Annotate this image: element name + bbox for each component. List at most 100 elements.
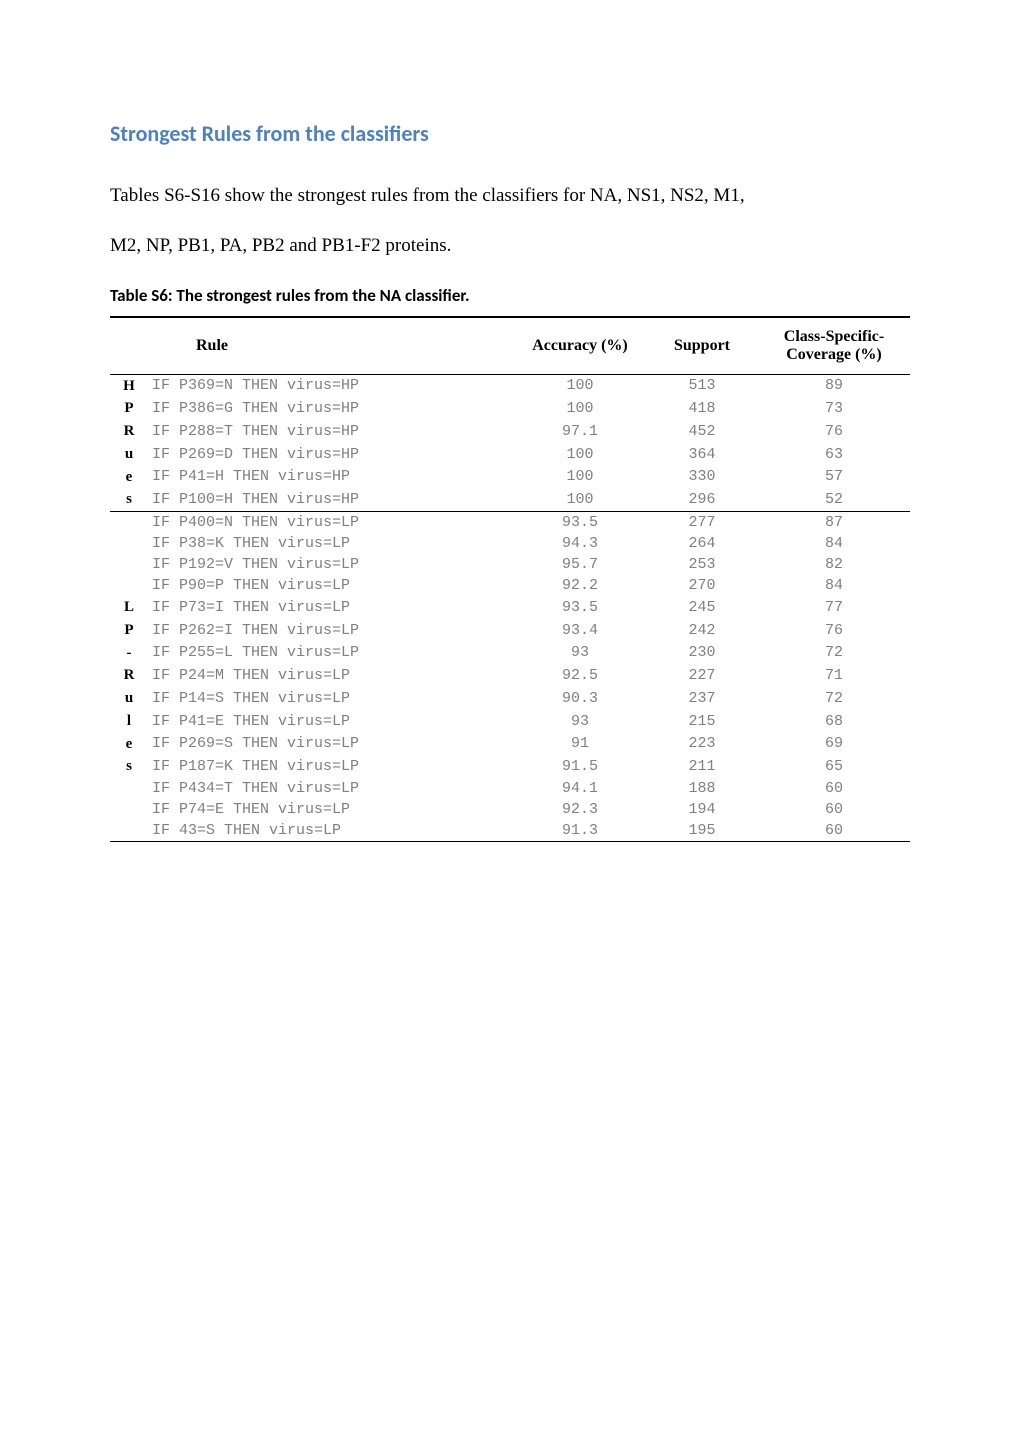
support-value: 195	[646, 820, 758, 842]
coverage-value: 57	[758, 466, 910, 489]
accuracy-value: 92.2	[514, 575, 646, 596]
page-container: Strongest Rules from the classifiers Tab…	[0, 0, 1020, 902]
support-value: 188	[646, 778, 758, 799]
table-header: Rule Accuracy (%) Support Class-Specific…	[110, 317, 910, 375]
support-value: 330	[646, 466, 758, 489]
coverage-value: 68	[758, 710, 910, 733]
col-header-support: Support	[646, 317, 758, 375]
coverage-value: 84	[758, 533, 910, 554]
support-value: 215	[646, 710, 758, 733]
coverage-value: 69	[758, 733, 910, 756]
group-label-letter	[110, 820, 148, 842]
accuracy-value: 97.1	[514, 420, 646, 443]
table-row: eIF P41=H THEN virus=HP10033057	[110, 466, 910, 489]
support-value: 245	[646, 596, 758, 619]
coverage-value: 60	[758, 778, 910, 799]
table-row: IF P90=P THEN virus=LP92.227084	[110, 575, 910, 596]
table-caption: Table S6: The strongest rules from the N…	[110, 285, 910, 306]
group-label-letter	[110, 512, 148, 534]
accuracy-value: 100	[514, 374, 646, 397]
group-label-letter: R	[110, 664, 148, 687]
rule-text: IF P187=K THEN virus=LP	[148, 755, 514, 778]
coverage-value: 82	[758, 554, 910, 575]
rule-text: IF P288=T THEN virus=HP	[148, 420, 514, 443]
accuracy-value: 90.3	[514, 687, 646, 710]
group-label-letter	[110, 575, 148, 596]
accuracy-value: 100	[514, 443, 646, 466]
group-label-letter: e	[110, 466, 148, 489]
col-header-rule: Rule	[148, 317, 514, 375]
col-header-group	[110, 317, 148, 375]
support-value: 253	[646, 554, 758, 575]
table-row: eIF P269=S THEN virus=LP9122369	[110, 733, 910, 756]
table-row: PIF P386=G THEN virus=HP10041873	[110, 397, 910, 420]
accuracy-value: 100	[514, 397, 646, 420]
support-value: 364	[646, 443, 758, 466]
rule-text: IF P255=L THEN virus=LP	[148, 642, 514, 665]
support-value: 223	[646, 733, 758, 756]
rule-text: IF P41=E THEN virus=LP	[148, 710, 514, 733]
rule-text: IF P24=M THEN virus=LP	[148, 664, 514, 687]
rule-text: IF 43=S THEN virus=LP	[148, 820, 514, 842]
group-label-letter	[110, 533, 148, 554]
support-value: 242	[646, 619, 758, 642]
rule-text: IF P434=T THEN virus=LP	[148, 778, 514, 799]
group-label-letter	[110, 799, 148, 820]
table-row: lIF P41=E THEN virus=LP9321568	[110, 710, 910, 733]
support-value: 227	[646, 664, 758, 687]
coverage-value: 73	[758, 397, 910, 420]
rule-text: IF P386=G THEN virus=HP	[148, 397, 514, 420]
table-row: uIF P269=D THEN virus=HP10036463	[110, 443, 910, 466]
section-title: Strongest Rules from the classifiers	[110, 120, 910, 147]
table-row: HIF P369=N THEN virus=HP10051389	[110, 374, 910, 397]
support-value: 452	[646, 420, 758, 443]
rule-text: IF P269=D THEN virus=HP	[148, 443, 514, 466]
col-header-accuracy: Accuracy (%)	[514, 317, 646, 375]
coverage-value: 76	[758, 420, 910, 443]
coverage-value: 76	[758, 619, 910, 642]
body-paragraph-1: Tables S6-S16 show the strongest rules f…	[110, 175, 910, 217]
group-label-letter: R	[110, 420, 148, 443]
table-row: IF P434=T THEN virus=LP94.118860	[110, 778, 910, 799]
support-value: 264	[646, 533, 758, 554]
accuracy-value: 95.7	[514, 554, 646, 575]
rule-text: IF P269=S THEN virus=LP	[148, 733, 514, 756]
accuracy-value: 94.1	[514, 778, 646, 799]
table-row: PIF P262=I THEN virus=LP93.424276	[110, 619, 910, 642]
support-value: 296	[646, 488, 758, 511]
accuracy-value: 92.3	[514, 799, 646, 820]
support-value: 194	[646, 799, 758, 820]
rules-table: Rule Accuracy (%) Support Class-Specific…	[110, 316, 910, 843]
group-label-letter: s	[110, 755, 148, 778]
table-row: -IF P255=L THEN virus=LP9323072	[110, 642, 910, 665]
support-value: 270	[646, 575, 758, 596]
table-row: IF P400=N THEN virus=LP93.527787	[110, 512, 910, 534]
accuracy-value: 93.5	[514, 512, 646, 534]
group-label-letter: s	[110, 488, 148, 511]
coverage-value: 63	[758, 443, 910, 466]
accuracy-value: 91	[514, 733, 646, 756]
accuracy-value: 91.3	[514, 820, 646, 842]
body-paragraph-2: M2, NP, PB1, PA, PB2 and PB1-F2 proteins…	[110, 225, 910, 267]
group-label-letter	[110, 778, 148, 799]
table-row: RIF P288=T THEN virus=HP97.145276	[110, 420, 910, 443]
group-label-letter: P	[110, 619, 148, 642]
accuracy-value: 93	[514, 710, 646, 733]
rule-text: IF P369=N THEN virus=HP	[148, 374, 514, 397]
accuracy-value: 91.5	[514, 755, 646, 778]
rule-text: IF P41=H THEN virus=HP	[148, 466, 514, 489]
group-label-letter: -	[110, 642, 148, 665]
coverage-value: 72	[758, 687, 910, 710]
rule-text: IF P38=K THEN virus=LP	[148, 533, 514, 554]
support-value: 211	[646, 755, 758, 778]
rule-text: IF P14=S THEN virus=LP	[148, 687, 514, 710]
group-label-letter	[110, 554, 148, 575]
table-row: IF P38=K THEN virus=LP94.326484	[110, 533, 910, 554]
coverage-value: 60	[758, 799, 910, 820]
table-row: IF P74=E THEN virus=LP92.319460	[110, 799, 910, 820]
table-row: IF P192=V THEN virus=LP95.725382	[110, 554, 910, 575]
accuracy-value: 100	[514, 466, 646, 489]
coverage-value: 87	[758, 512, 910, 534]
group-label-letter: u	[110, 687, 148, 710]
table-row: uIF P14=S THEN virus=LP90.323772	[110, 687, 910, 710]
